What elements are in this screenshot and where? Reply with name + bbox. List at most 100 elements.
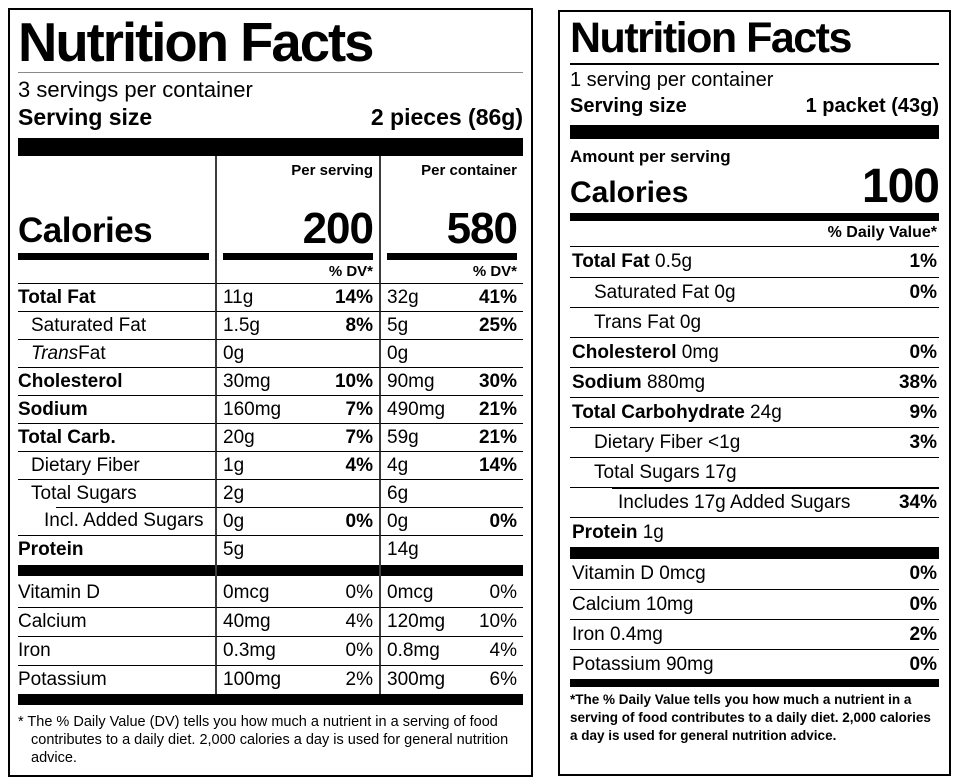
- serving-size-value: 2 pieces (86g): [370, 104, 523, 131]
- nutrient-amount: 1g: [223, 454, 245, 476]
- calories-value: 200: [302, 204, 374, 254]
- nutrient-name: Cholesterol: [18, 367, 215, 395]
- nutrient-name: Trans Fat 0g: [594, 311, 702, 333]
- nutrient-value-cell: 0mcg 0%: [379, 578, 523, 608]
- nutrient-name: Total Fat 0.5g: [572, 251, 693, 273]
- nutrient-value-cell: 5g 25%: [379, 311, 523, 340]
- nutrient-amount: 4g: [387, 454, 409, 476]
- nutrient-value-cell: 0g: [379, 339, 523, 368]
- nutrient-name: Incl. Added Sugars: [18, 507, 215, 536]
- nutrient-amount: 0.8mg: [387, 640, 440, 662]
- daily-value-percent: 4%: [489, 640, 517, 662]
- nutrient-value-cell: 0.8mg 4%: [379, 636, 523, 666]
- daily-value-percent: 25%: [478, 314, 517, 336]
- daily-value-percent: 14%: [334, 286, 373, 308]
- nutrient-amount: 490mg: [387, 398, 446, 420]
- nutrient-value-cell: 14g: [379, 535, 523, 564]
- daily-value-percent: 0%: [489, 581, 517, 603]
- nutrient-row: Total Fat 0.5g 1%: [570, 247, 939, 277]
- calories-value: 580: [446, 204, 518, 254]
- nutrient-value-cell: 5g: [215, 535, 379, 564]
- daily-value-percent: 2%: [345, 669, 373, 691]
- nutrient-name: Vitamin D: [18, 581, 101, 603]
- nutrient-name: Sodium: [18, 395, 215, 423]
- nutrient-name: Total Carb.: [18, 423, 215, 451]
- dv-header: % Daily Value*: [570, 221, 939, 248]
- nutrient-value-cell: 1g 4%: [215, 451, 379, 480]
- separator-bar-cell: [379, 563, 523, 579]
- nutrient-name: Potassium 90mg: [572, 653, 714, 675]
- nutrient-amount: 11g: [223, 286, 254, 308]
- nutrient-value-cell: 4g 14%: [379, 451, 523, 480]
- daily-value-percent: 4%: [345, 611, 373, 633]
- daily-value-percent: 3%: [909, 431, 937, 453]
- nutrient-name: Iron: [18, 636, 215, 665]
- nutrient-value-cell: 30mg 10%: [215, 367, 379, 396]
- nutrient-value-cell: 490mg 21%: [379, 395, 523, 424]
- nutrient-name: Dietary Fiber <1g: [594, 431, 741, 453]
- nutrient-amount: 0mcg: [223, 581, 270, 603]
- daily-value-percent: 0%: [345, 581, 373, 603]
- separator-bar: [217, 565, 379, 577]
- daily-value-percent: 1%: [909, 251, 937, 273]
- amount-per-serving: Amount per serving: [570, 147, 731, 167]
- separator-bar: [570, 213, 939, 222]
- nutrient-amount: 0.3mg: [223, 640, 276, 662]
- nutrient-amount: 90mg: [387, 370, 435, 392]
- daily-value-percent: 38%: [898, 371, 937, 393]
- label-title: Nutrition Facts: [570, 14, 852, 62]
- calories-row: Calories 100: [570, 163, 940, 211]
- nutrient-row: Sodium 880mg 38%: [570, 367, 939, 397]
- nutrient-amount: 0g: [223, 342, 245, 364]
- nutrient-row: Saturated Fat 0g 0%: [570, 277, 939, 307]
- nutrient-value-cell: 59g 21%: [379, 423, 523, 452]
- nutrient-amount: 160mg: [223, 398, 282, 420]
- nutrition-label-single-column: Nutrition Facts 1 serving per container …: [558, 10, 951, 776]
- title-rule: [18, 72, 523, 74]
- calories-underline: [387, 253, 517, 261]
- daily-value-percent: 0%: [345, 640, 373, 662]
- daily-value-percent: 30%: [478, 370, 517, 392]
- column-header: Per serving: [291, 162, 373, 180]
- nutrient-row: Iron 0.4mg 2%: [570, 619, 939, 649]
- daily-value-percent: 0%: [909, 653, 937, 675]
- separator-bar: [381, 565, 523, 577]
- calories-label: Calories: [570, 175, 689, 209]
- title-rule: [570, 63, 939, 66]
- nutrient-name: Sodium 880mg: [572, 371, 706, 393]
- nutrient-row: Dietary Fiber <1g 3%: [570, 427, 939, 457]
- nutrient-table: Calories Per serving 200 Per container 5…: [18, 156, 523, 695]
- servings-per-container: 3 servings per container: [18, 77, 253, 103]
- daily-value-percent: 2%: [909, 623, 937, 645]
- daily-value-percent: 10%: [478, 611, 517, 633]
- nutrient-value-cell: 6g: [379, 479, 523, 508]
- daily-value-percent: 8%: [345, 314, 373, 336]
- separator-bar-cell: [215, 563, 379, 579]
- column-header: Per container: [421, 162, 517, 180]
- separator-bar: [18, 694, 523, 706]
- nutrient-value-cell: 160mg 7%: [215, 395, 379, 424]
- daily-value-percent: 0%: [909, 563, 937, 585]
- nutrient-amount: 120mg: [387, 611, 446, 633]
- servings-per-container: 1 serving per container: [570, 69, 774, 92]
- nutrient-amount: 6g: [387, 482, 409, 504]
- daily-value-percent: 9%: [909, 401, 937, 423]
- separator-bar: [18, 138, 523, 157]
- dv-header: % DV*: [379, 260, 523, 284]
- nutrient-value-cell: 90mg 30%: [379, 367, 523, 396]
- daily-value-percent: 21%: [478, 426, 517, 448]
- daily-value-percent: 7%: [345, 398, 373, 420]
- separator-bar: [570, 679, 939, 688]
- daily-value-percent: 6%: [489, 669, 517, 691]
- nutrient-amount: 100mg: [223, 669, 282, 691]
- nutrient-name: Cholesterol 0mg: [572, 341, 719, 363]
- daily-value-percent: 34%: [898, 491, 937, 513]
- nutrient-value-cell: 40mg 4%: [215, 607, 379, 637]
- nutrient-name: Saturated Fat 0g: [594, 281, 736, 303]
- serving-size-row: Serving size 2 pieces (86g): [18, 104, 523, 131]
- nutrient-value-cell: 20g 7%: [215, 423, 379, 452]
- nutrient-name: Calcium 10mg: [572, 593, 694, 615]
- nutrient-value-cell: 120mg 10%: [379, 607, 523, 637]
- nutrient-amount: 0g: [387, 342, 409, 364]
- calories-underline: [18, 253, 209, 261]
